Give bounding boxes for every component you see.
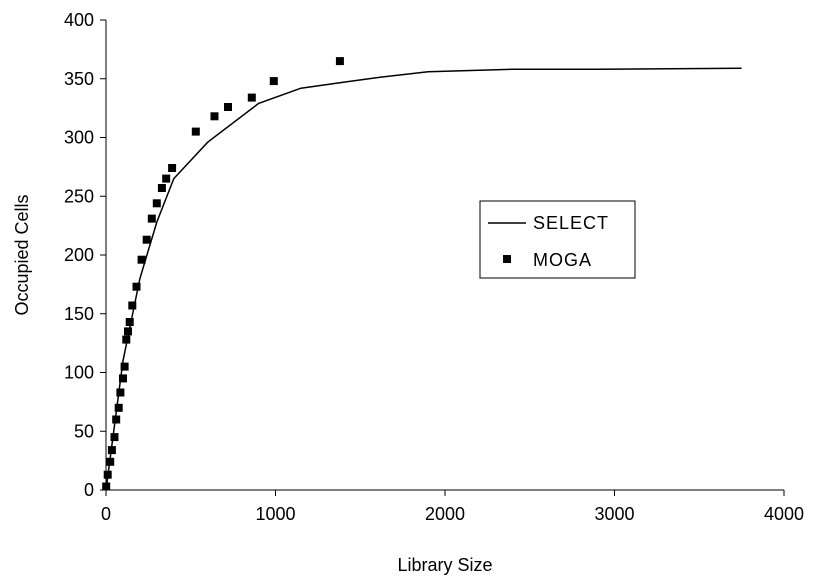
axes: 0 1000 2000 3000 4000 0 50 100 150 200 250 300 350 4… bbox=[64, 10, 804, 524]
data-point-moga bbox=[107, 446, 116, 455]
y-axis-title: Occupied Cells bbox=[12, 194, 32, 315]
data-point-moga bbox=[124, 327, 132, 336]
data-point-moga bbox=[125, 318, 134, 326]
y-tick-label: 150 bbox=[64, 304, 94, 324]
x-tick-label: 4000 bbox=[764, 504, 804, 524]
x-tick-label: 3000 bbox=[594, 504, 634, 524]
y-tick-label: 300 bbox=[64, 128, 94, 148]
data-point-moga bbox=[106, 457, 115, 466]
y-ticks: 0 50 100 150 200 250 300 350 400 bbox=[64, 10, 106, 500]
y-tick-label: 250 bbox=[64, 186, 94, 206]
data-point-moga bbox=[224, 103, 232, 111]
x-axis-title: Library Size bbox=[397, 555, 492, 575]
x-ticks: 0 1000 2000 3000 4000 bbox=[101, 490, 804, 524]
plot-area bbox=[102, 57, 742, 491]
y-tick-label: 100 bbox=[64, 363, 94, 383]
data-point-moga bbox=[269, 77, 278, 86]
x-tick-label: 2000 bbox=[425, 504, 465, 524]
x-tick-label: 1000 bbox=[255, 504, 295, 524]
data-point-moga bbox=[114, 403, 123, 412]
x-tick-label: 0 bbox=[101, 504, 111, 524]
data-point-moga bbox=[112, 415, 121, 424]
data-point-moga bbox=[103, 470, 112, 479]
y-tick-label: 400 bbox=[64, 10, 94, 30]
y-tick-label: 350 bbox=[64, 69, 94, 89]
data-point-moga bbox=[191, 127, 200, 136]
data-point-moga bbox=[119, 374, 127, 383]
data-point-moga bbox=[152, 199, 161, 208]
legend-swatch-moga bbox=[503, 255, 511, 263]
legend-label-moga: MOGA bbox=[533, 250, 592, 270]
data-point-moga bbox=[147, 214, 156, 223]
data-point-moga bbox=[102, 482, 111, 491]
legend: SELECT MOGA bbox=[479, 200, 636, 279]
data-point-moga bbox=[120, 362, 129, 371]
legend-label-select: SELECT bbox=[533, 213, 609, 233]
data-point-moga bbox=[116, 388, 125, 397]
legend-box bbox=[479, 200, 636, 279]
series-line-select bbox=[105, 67, 742, 491]
data-point-moga bbox=[162, 174, 171, 183]
data-point-moga bbox=[335, 57, 344, 66]
data-point-moga bbox=[132, 282, 141, 291]
y-tick-label: 0 bbox=[84, 480, 94, 500]
y-tick-label: 200 bbox=[64, 245, 94, 265]
data-point-moga bbox=[168, 164, 177, 172]
data-point-moga bbox=[128, 301, 137, 310]
data-point-moga bbox=[142, 235, 151, 244]
data-point-moga bbox=[122, 335, 131, 344]
y-tick-label: 50 bbox=[74, 421, 94, 441]
data-point-moga bbox=[110, 433, 119, 442]
data-point-moga bbox=[210, 112, 219, 121]
data-point-moga bbox=[137, 255, 146, 264]
data-point-moga bbox=[157, 184, 166, 192]
data-point-moga bbox=[247, 93, 256, 102]
